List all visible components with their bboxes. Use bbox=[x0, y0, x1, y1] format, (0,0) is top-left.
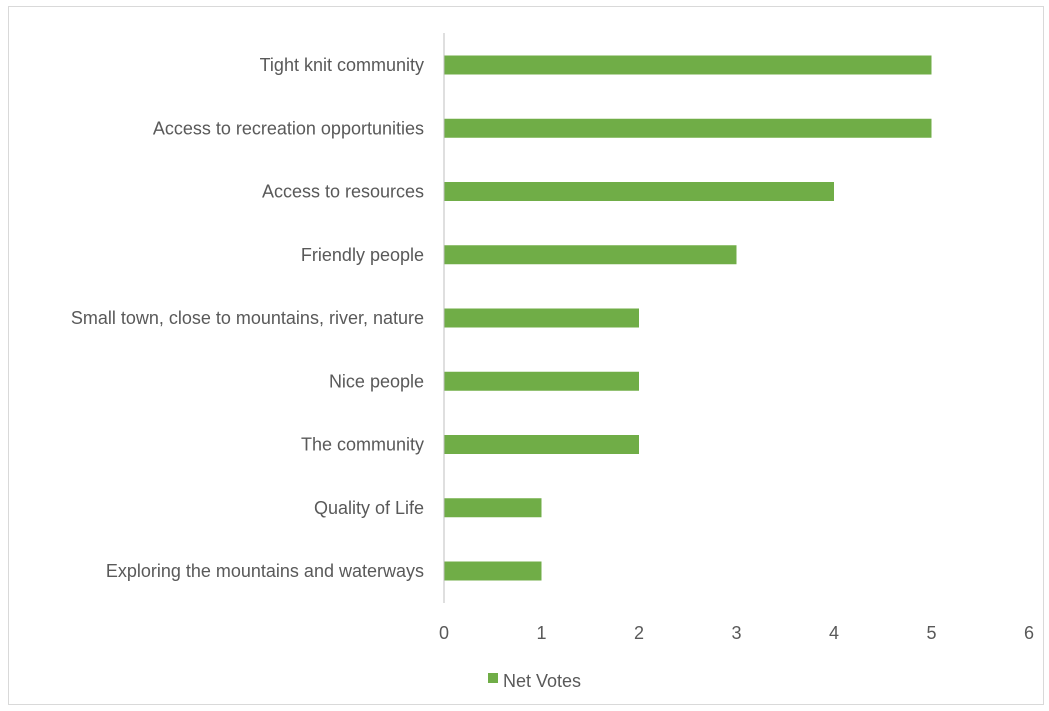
category-label: Exploring the mountains and waterways bbox=[106, 561, 424, 581]
value-axis-tick-labels: 0 1 2 3 4 5 6 bbox=[439, 623, 1034, 643]
tick-label: 5 bbox=[926, 623, 936, 643]
tick-label: 6 bbox=[1024, 623, 1034, 643]
category-label: Quality of Life bbox=[314, 498, 424, 518]
category-label: Access to recreation opportunities bbox=[153, 118, 424, 138]
tick-label: 2 bbox=[634, 623, 644, 643]
category-label: Tight knit community bbox=[260, 55, 424, 75]
category-label: Access to resources bbox=[262, 182, 424, 202]
category-label: The community bbox=[301, 435, 424, 455]
bar bbox=[444, 498, 542, 518]
bar bbox=[444, 118, 932, 138]
tick-label: 1 bbox=[536, 623, 546, 643]
tick-label: 3 bbox=[731, 623, 741, 643]
tick-label: 4 bbox=[829, 623, 839, 643]
bar bbox=[444, 435, 639, 454]
bar bbox=[444, 55, 932, 75]
bar bbox=[444, 308, 639, 328]
category-label: Friendly people bbox=[301, 245, 424, 265]
bar bbox=[444, 371, 639, 391]
category-labels: Tight knit community Access to recreation… bbox=[71, 55, 424, 581]
category-label: Small town, close to mountains, river, n… bbox=[71, 308, 424, 328]
bar bbox=[444, 182, 834, 201]
bars-layer bbox=[444, 55, 932, 581]
bar bbox=[444, 561, 542, 581]
legend: Net Votes bbox=[488, 671, 581, 691]
tick-label: 0 bbox=[439, 623, 449, 643]
bar bbox=[444, 245, 737, 265]
legend-swatch bbox=[488, 673, 498, 683]
category-label: Nice people bbox=[329, 371, 424, 391]
legend-label: Net Votes bbox=[503, 671, 581, 691]
